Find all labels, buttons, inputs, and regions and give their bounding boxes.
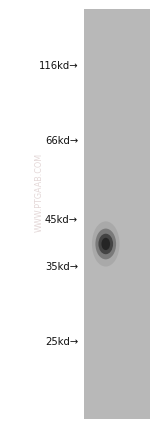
- Text: 25kd→: 25kd→: [45, 337, 78, 348]
- Text: WWW.PTGAAB.COM: WWW.PTGAAB.COM: [34, 153, 43, 232]
- Ellipse shape: [101, 238, 110, 250]
- Text: 116kd→: 116kd→: [38, 61, 78, 71]
- Ellipse shape: [98, 234, 113, 254]
- Text: 45kd→: 45kd→: [45, 215, 78, 226]
- Ellipse shape: [92, 221, 120, 267]
- Bar: [84, 9, 150, 419]
- Text: 35kd→: 35kd→: [45, 262, 78, 273]
- Ellipse shape: [95, 229, 116, 259]
- Text: 66kd→: 66kd→: [45, 136, 78, 146]
